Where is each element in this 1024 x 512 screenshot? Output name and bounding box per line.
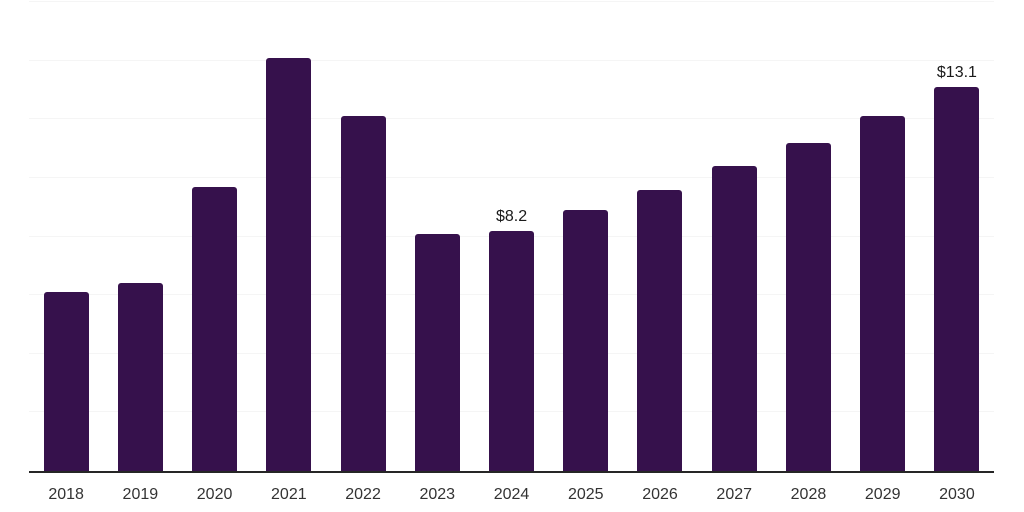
x-tick-label-2020: 2020 bbox=[196, 486, 233, 503]
bar-2024: $8.2 bbox=[489, 208, 535, 471]
bar-slot-2018 bbox=[29, 292, 103, 471]
bar-2027 bbox=[711, 166, 757, 471]
x-tick-label-2021: 2021 bbox=[271, 486, 307, 503]
gridline-16 bbox=[29, 1, 994, 2]
gridline-10 bbox=[29, 176, 994, 178]
bar-2019 bbox=[117, 283, 163, 471]
gridline-12 bbox=[29, 118, 994, 120]
x-tick-label-2027: 2027 bbox=[716, 486, 753, 503]
bar-slot-2023 bbox=[400, 233, 474, 471]
x-axis: 2018 2019 2020 2021 2022 2023 2024 2025 2026 2027… bbox=[29, 486, 994, 504]
data-label-2030: $13.1 bbox=[936, 64, 977, 82]
bar-2021 bbox=[266, 57, 312, 471]
x-tick-label-2030: 2030 bbox=[939, 486, 975, 503]
bar-2020 bbox=[192, 186, 238, 471]
x-tick-label-2029: 2029 bbox=[864, 486, 901, 503]
x-tick-label-2018: 2018 bbox=[48, 486, 84, 503]
bars-container: $8.2 $13.1 bbox=[29, 2, 994, 471]
bar-2022 bbox=[340, 116, 386, 471]
bar-slot-2026 bbox=[623, 189, 697, 471]
bar-slot-2019 bbox=[103, 283, 177, 471]
bar-2030: $13.1 bbox=[934, 65, 980, 471]
x-tick-label-2022: 2022 bbox=[345, 486, 381, 503]
bar-slot-2027 bbox=[697, 166, 771, 471]
x-tick-label-2019: 2019 bbox=[122, 486, 159, 503]
bar-slot-2025 bbox=[549, 210, 623, 471]
bar-chart: $8.2 $13.1 2018 2019 2020 2021 2022 2023 2024 20… bbox=[29, 1, 994, 504]
bar-slot-2030: $13.1 bbox=[920, 65, 994, 471]
bar-2025 bbox=[563, 210, 609, 471]
bar-slot-2020 bbox=[177, 186, 251, 471]
bar-2029 bbox=[860, 116, 906, 471]
bar-slot-2028 bbox=[771, 142, 845, 471]
plot-area: $8.2 $13.1 bbox=[29, 1, 994, 473]
bar-2028 bbox=[785, 142, 831, 471]
x-tick-label-2023: 2023 bbox=[419, 486, 456, 503]
x-tick-label-2028: 2028 bbox=[790, 486, 827, 503]
bar-slot-2029 bbox=[846, 116, 920, 471]
bar-slot-2022 bbox=[326, 116, 400, 471]
bar-2018 bbox=[43, 292, 89, 471]
x-tick-label-2025: 2025 bbox=[567, 486, 604, 503]
bar-2023 bbox=[414, 233, 460, 471]
bar-2026 bbox=[637, 189, 683, 471]
x-tick-label-2026: 2026 bbox=[642, 486, 678, 503]
gridline-14 bbox=[29, 59, 994, 61]
bar-slot-2021 bbox=[252, 57, 326, 471]
bar-slot-2024: $8.2 bbox=[474, 208, 548, 471]
x-tick-label-2024: 2024 bbox=[493, 486, 530, 503]
data-label-2024: $8.2 bbox=[495, 207, 528, 225]
